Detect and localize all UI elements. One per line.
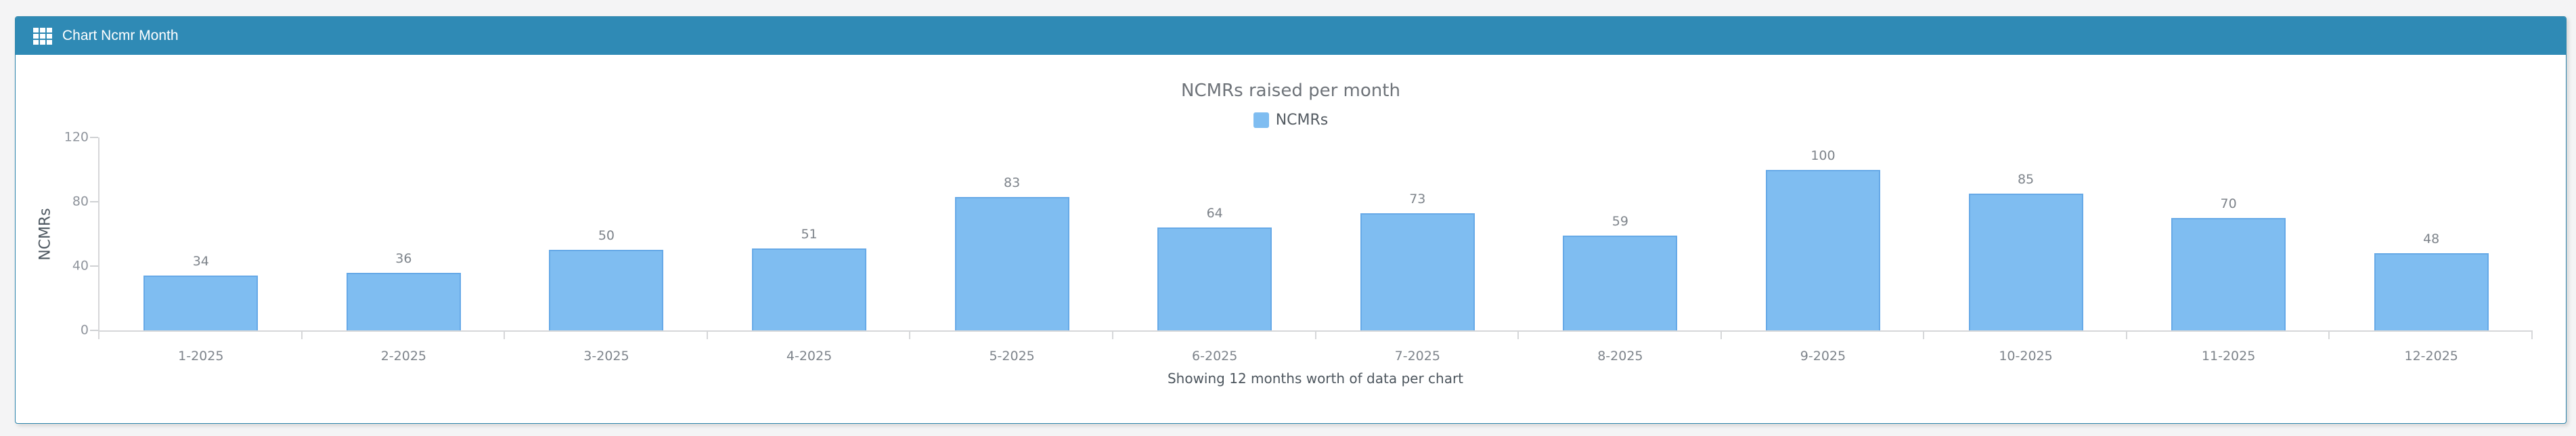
panel-body: NCMRs raised per month NCMRs NCMRs 0 40 80… [16, 55, 2566, 423]
bar-value-label: 85 [2017, 172, 2035, 188]
y-axis-label: 120 [64, 129, 89, 145]
x-axis-tick [2531, 330, 2533, 339]
bar-value-label: 64 [1206, 206, 1223, 221]
legend-label: NCMRs [1275, 112, 1329, 129]
x-axis-tick [1314, 330, 1316, 339]
y-axis-tick [90, 201, 98, 202]
category-label: 7-2025 [1394, 349, 1440, 364]
category-label: 1-2025 [178, 349, 224, 364]
bar-3-2025[interactable] [549, 250, 664, 330]
bar-value-label: 51 [801, 226, 818, 242]
category-label: 12-2025 [2404, 349, 2458, 364]
x-axis-tick [2328, 330, 2330, 339]
bar-value-label: 34 [192, 254, 209, 269]
y-axis-title: NCMRs [37, 208, 54, 261]
bar-value-label: 59 [1612, 213, 1628, 229]
x-axis-tick [2125, 330, 2127, 339]
bar-5-2025[interactable] [954, 196, 1069, 330]
x-axis-tick [706, 330, 708, 339]
bar-2-2025[interactable] [346, 272, 461, 330]
bar-1-2025[interactable] [143, 276, 259, 330]
category-label: 11-2025 [2201, 349, 2256, 364]
bar-11-2025[interactable] [2171, 217, 2286, 330]
grid-icon [33, 27, 52, 45]
chart-legend: NCMRs [16, 112, 2566, 129]
bar-8-2025[interactable] [1563, 235, 1678, 330]
bar-10-2025[interactable] [1968, 194, 2083, 330]
y-axis-label: 80 [72, 194, 89, 209]
panel-header: Chart Ncmr Month [16, 17, 2566, 55]
x-axis-tick [1111, 330, 1113, 339]
x-axis-tick [301, 330, 303, 339]
bar-value-label: 48 [2423, 232, 2440, 246]
category-label: 8-2025 [1597, 349, 1643, 364]
category-label: 9-2025 [1800, 349, 1846, 364]
bar-value-label: 83 [1004, 175, 1021, 190]
category-label: 4-2025 [786, 349, 832, 364]
x-axis-tick [504, 330, 506, 339]
x-axis-tick [1720, 330, 1722, 339]
category-label: 6-2025 [1192, 349, 1238, 364]
bar-value-label: 50 [598, 228, 615, 244]
y-axis-tick [90, 330, 98, 331]
y-axis-tick [90, 137, 98, 138]
bar-value-label: 73 [1409, 191, 1426, 206]
category-label: 10-2025 [1999, 349, 2053, 364]
x-axis-title: Showing 12 months worth of data per char… [1167, 370, 1464, 387]
y-axis-tick [90, 265, 98, 267]
panel-title: Chart Ncmr Month [62, 28, 179, 43]
bar-4-2025[interactable] [752, 248, 867, 330]
bar-value-label: 100 [1811, 148, 1836, 163]
bar-value-label: 70 [2220, 196, 2237, 211]
y-axis-label: 40 [72, 258, 89, 274]
plot-area: 0 40 80 120 34 1-2025 36 2-2025 50 3-2025 51 4-2025… [64, 130, 2533, 364]
chart-panel: Chart Ncmr Month NCMRs raised per month … [15, 16, 2567, 424]
x-axis-tick [1923, 330, 1925, 339]
y-axis-line [98, 330, 99, 339]
legend-swatch [1253, 112, 1269, 128]
bar-9-2025[interactable] [1765, 169, 1880, 330]
bar-value-label: 36 [395, 250, 412, 266]
bar-12-2025[interactable] [2374, 253, 2489, 330]
bar-7-2025[interactable] [1360, 213, 1475, 330]
y-axis-label: 0 [80, 322, 89, 338]
category-label: 5-2025 [989, 349, 1035, 364]
legend-item-ncmrs[interactable]: NCMRs [1253, 112, 1329, 129]
category-label: 2-2025 [380, 349, 427, 364]
bar-6-2025[interactable] [1157, 227, 1272, 330]
x-axis-tick [1517, 330, 1519, 339]
x-axis-tick [909, 330, 911, 339]
chart-title: NCMRs raised per month [1181, 81, 1400, 101]
category-label: 3-2025 [583, 349, 629, 364]
